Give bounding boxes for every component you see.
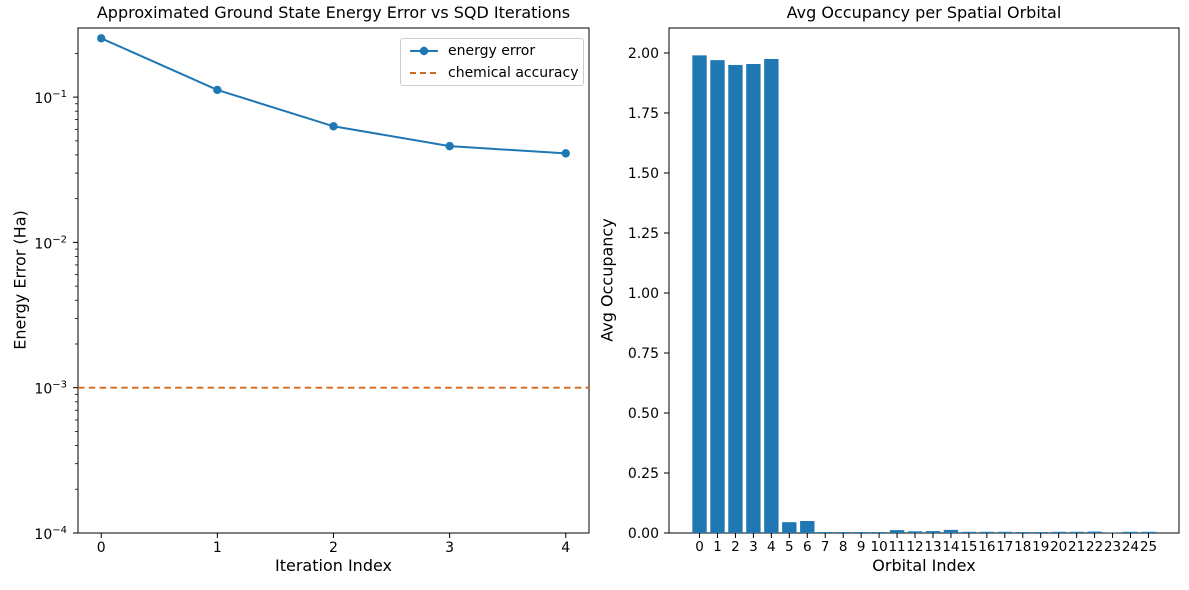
occupancy-bar [961,531,977,533]
y-tick-label: 1.75 [628,106,659,122]
occupancy-bar [782,522,797,533]
right-x-axis-label: Orbital Index [872,556,976,575]
occupancy-bar [1087,531,1102,533]
occupancy-bar [836,532,851,533]
y-tick-label: 1.25 [628,226,659,242]
x-tick-label: 4 [561,540,570,556]
occupancy-bar [1141,531,1156,533]
occupancy-bar [728,64,743,534]
y-tick-label: 10−3 [34,380,67,398]
x-tick-label: 13 [924,539,941,555]
right-axes-frame [668,27,1180,534]
x-tick-label: 0 [695,539,704,555]
y-tick-label: 0.00 [628,526,659,542]
occupancy-bar [800,520,815,533]
occupancy-bar [764,58,779,533]
y-tick-label: 1.00 [628,286,659,302]
occupancy-bar [1069,531,1084,533]
left-axes-frame [77,27,590,534]
x-tick-label: 6 [803,539,812,555]
x-tick-label: 3 [749,539,758,555]
energy-error-point [213,85,222,95]
energy-error-point [445,141,454,151]
occupancy-bar [1123,531,1138,533]
occupancy-bar [692,55,707,533]
x-tick-label: 14 [942,539,959,555]
occupancy-bar [997,531,1012,533]
energy-error-line-swatch-icon [410,46,438,56]
occupancy-bar [871,532,887,533]
y-tick-label: 0.75 [628,346,659,362]
occupancy-bar [746,64,761,533]
x-tick-label: 0 [97,540,106,556]
legend: energy error chemical accuracy [400,38,584,86]
x-tick-label: 24 [1122,539,1139,555]
x-tick-label: 4 [767,539,776,555]
y-tick-label: 2.00 [628,46,659,62]
occupancy-bar [943,529,959,533]
x-tick-label: 21 [1068,539,1085,555]
right-chart-title: Avg Occupancy per Spatial Orbital [786,3,1062,22]
occupancy-bar [818,532,833,533]
left-x-axis-label: Iteration Index [275,556,392,575]
energy-error-point [561,149,570,158]
occupancy-bar [1033,532,1048,533]
x-tick-label: 25 [1140,539,1157,555]
x-tick-label: 8 [839,539,848,555]
y-tick-label: 0.25 [628,466,659,482]
legend-item-chemical-accuracy: chemical accuracy [401,63,583,84]
x-tick-label: 10 [871,539,888,555]
legend-label-chemical-accuracy: chemical accuracy [448,65,579,82]
x-tick-label: 2 [329,540,338,556]
y-tick-label: 10−4 [34,525,67,543]
occupancy-bar [853,532,869,533]
x-tick-label: 18 [1014,539,1031,555]
y-tick-label: 10−1 [34,89,67,107]
left-chart-title: Approximated Ground State Energy Error v… [96,3,571,22]
y-tick-label: 10−2 [34,234,67,252]
x-tick-label: 23 [1104,539,1121,555]
x-tick-label: 15 [960,539,977,555]
left-y-axis-label: Energy Error (Ha) [10,210,30,350]
occupancy-bar [1051,531,1066,533]
occupancy-bar [907,531,923,533]
y-tick-label: 1.50 [628,166,659,182]
x-tick-label: 11 [888,539,905,555]
x-tick-label: 20 [1050,539,1067,555]
occupancy-bar [889,530,905,533]
legend-item-energy-error: energy error [401,40,583,61]
x-tick-label: 12 [906,539,923,555]
occupancy-bar [1015,532,1030,533]
energy-error-point [97,34,106,43]
x-tick-label: 19 [1032,539,1049,555]
legend-label-energy-error: energy error [448,42,536,59]
x-tick-label: 9 [857,539,866,555]
y-tick-label: 0.50 [628,406,659,422]
x-tick-label: 5 [785,539,794,555]
energy-error-point [329,122,338,131]
right-y-axis-label: Avg Occupancy [597,218,617,342]
occupancy-bar [925,531,941,533]
chemical-accuracy-dashed-swatch-icon [410,72,438,75]
x-tick-label: 1 [213,540,222,556]
x-tick-label: 7 [821,539,830,555]
x-tick-label: 16 [978,539,995,555]
occupancy-bar [979,531,995,533]
x-tick-label: 1 [713,539,722,555]
x-tick-label: 3 [445,540,454,556]
x-tick-label: 22 [1086,539,1103,555]
x-tick-label: 2 [731,539,740,555]
occupancy-bar [710,60,725,534]
x-tick-label: 17 [996,539,1013,555]
